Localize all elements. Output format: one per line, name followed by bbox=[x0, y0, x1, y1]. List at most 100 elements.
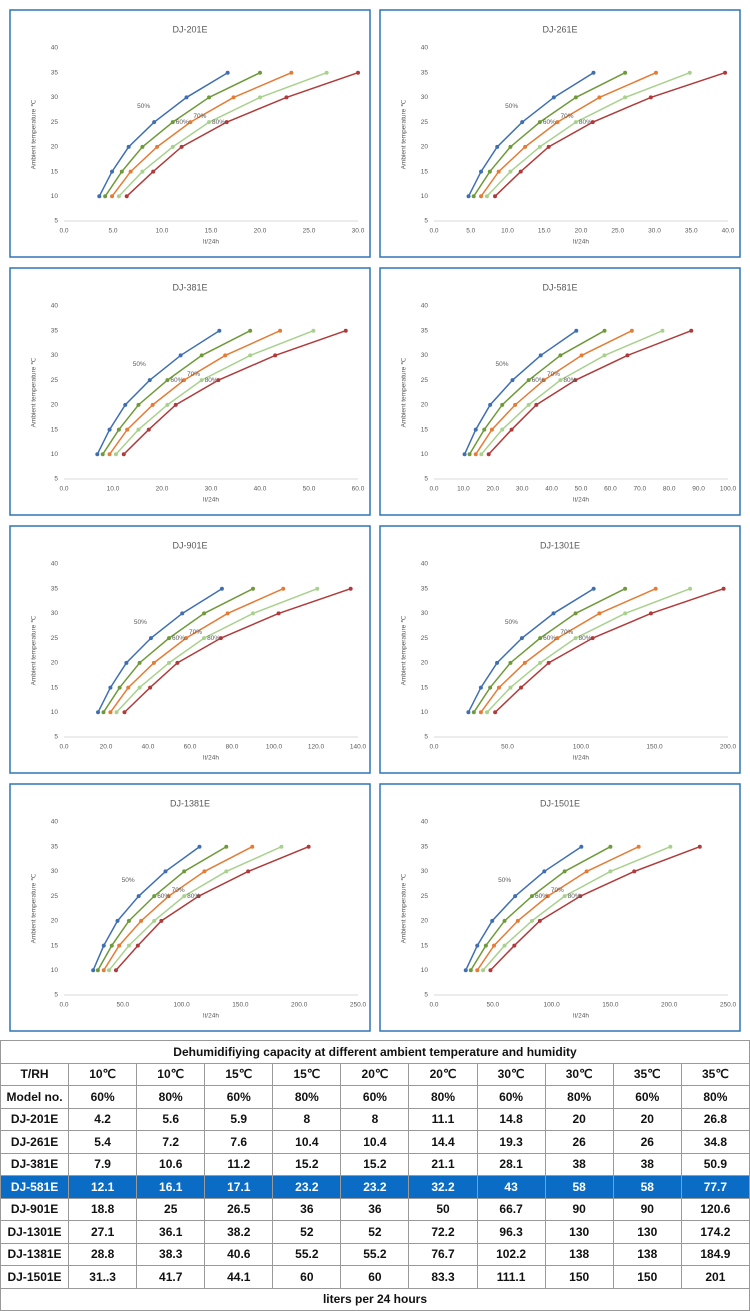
x-tick-label: 100.0 bbox=[543, 1002, 560, 1009]
data-point bbox=[573, 120, 578, 125]
chart-title: DJ-1381E bbox=[170, 798, 210, 808]
series-line bbox=[103, 846, 253, 971]
series-line bbox=[115, 588, 318, 713]
cell: 120.6 bbox=[680, 1197, 750, 1221]
data-point bbox=[281, 586, 286, 591]
chart-title: DJ-201E bbox=[172, 24, 207, 34]
annotation: 70% bbox=[560, 629, 573, 636]
data-point bbox=[518, 169, 523, 174]
data-point bbox=[136, 402, 141, 407]
y-tick-label: 20 bbox=[421, 144, 429, 151]
data-point bbox=[101, 943, 106, 948]
x-tick-label: 35.0 bbox=[685, 228, 698, 235]
y-tick-label: 40 bbox=[51, 45, 59, 52]
data-point bbox=[660, 328, 665, 333]
data-point bbox=[688, 586, 693, 591]
header-row: T/RH 10℃ 10℃ 15℃ 15℃ 20℃ 20℃ 30℃ 30℃ 35℃ 35℃ bbox=[0, 1062, 750, 1086]
data-point bbox=[602, 328, 607, 333]
x-tick-label: 250.0 bbox=[350, 1002, 367, 1009]
header-cell: T/RH bbox=[0, 1062, 70, 1086]
annotation: 50% bbox=[122, 877, 135, 884]
y-tick-label: 10 bbox=[51, 709, 59, 716]
data-point bbox=[202, 636, 207, 641]
cell: 184.9 bbox=[680, 1242, 750, 1266]
cell: 50 bbox=[408, 1197, 478, 1221]
cell: DJ-1501E bbox=[0, 1265, 70, 1289]
y-tick-label: 40 bbox=[51, 561, 59, 568]
annotation: 80% bbox=[207, 635, 220, 642]
data-point bbox=[479, 452, 484, 457]
header-cell: 60% bbox=[204, 1085, 274, 1109]
cell: 21.1 bbox=[408, 1152, 478, 1176]
data-point bbox=[107, 968, 112, 973]
data-point bbox=[493, 194, 498, 199]
cell: 34.8 bbox=[680, 1130, 750, 1154]
data-point bbox=[573, 636, 578, 641]
data-point bbox=[182, 894, 187, 899]
y-axis-label: Ambient temperature ℃ bbox=[31, 357, 38, 428]
series-line bbox=[494, 72, 726, 197]
x-tick-label: 50.0 bbox=[486, 1002, 499, 1009]
cell: 4.2 bbox=[68, 1107, 138, 1131]
x-axis-label: lt/24h bbox=[573, 755, 589, 762]
cell: 15.2 bbox=[272, 1152, 342, 1176]
y-tick-label: 30 bbox=[51, 94, 59, 101]
x-tick-label: 100.0 bbox=[720, 486, 737, 493]
data-point bbox=[538, 353, 543, 358]
data-point bbox=[101, 710, 106, 715]
cell: 138 bbox=[544, 1242, 614, 1266]
annotation: 70% bbox=[172, 887, 185, 894]
x-axis-label: lt/24h bbox=[203, 497, 219, 504]
cell: 26.5 bbox=[204, 1197, 274, 1221]
data-point bbox=[471, 710, 476, 715]
y-tick-label: 25 bbox=[421, 377, 429, 384]
cell: 36.1 bbox=[136, 1220, 206, 1244]
annotation: 60% bbox=[176, 119, 189, 126]
x-tick-label: 0.0 bbox=[59, 1002, 68, 1009]
x-axis-label: lt/24h bbox=[573, 1013, 589, 1020]
data-point bbox=[519, 685, 524, 690]
y-tick-label: 20 bbox=[51, 660, 59, 667]
series-line bbox=[102, 330, 251, 455]
y-tick-label: 40 bbox=[51, 303, 59, 310]
cell: 90 bbox=[612, 1197, 682, 1221]
y-tick-label: 35 bbox=[51, 843, 59, 850]
y-tick-label: 5 bbox=[54, 476, 58, 483]
y-axis-label: Ambient temperature ℃ bbox=[401, 357, 408, 428]
data-point bbox=[278, 328, 283, 333]
x-tick-label: 150.0 bbox=[232, 1002, 249, 1009]
header-cell: 10℃ bbox=[68, 1062, 138, 1086]
data-point bbox=[166, 894, 171, 899]
y-tick-label: 5 bbox=[54, 734, 58, 741]
data-point bbox=[529, 918, 534, 923]
x-tick-label: 20.0 bbox=[100, 744, 113, 751]
data-point bbox=[513, 402, 518, 407]
y-tick-label: 5 bbox=[424, 218, 428, 225]
cell: 50.9 bbox=[680, 1152, 750, 1176]
data-point bbox=[591, 70, 596, 75]
cell: 38.2 bbox=[204, 1220, 274, 1244]
y-tick-label: 30 bbox=[421, 610, 429, 617]
data-point bbox=[538, 636, 543, 641]
series-line bbox=[480, 72, 657, 197]
y-axis-label: Ambient temperature ℃ bbox=[401, 615, 408, 686]
data-point bbox=[519, 636, 524, 641]
data-point bbox=[526, 402, 531, 407]
annotation: 60% bbox=[170, 377, 183, 384]
data-point bbox=[489, 427, 494, 432]
data-point bbox=[623, 611, 628, 616]
data-point bbox=[108, 710, 113, 715]
data-point bbox=[137, 660, 142, 665]
y-tick-label: 35 bbox=[421, 69, 429, 76]
data-point bbox=[542, 869, 547, 874]
data-point bbox=[159, 918, 164, 923]
x-tick-label: 60.0 bbox=[184, 744, 197, 751]
header-cell: 15℃ bbox=[272, 1062, 342, 1086]
data-point bbox=[197, 844, 202, 849]
cell: 10.4 bbox=[272, 1130, 342, 1154]
x-tick-label: 20.0 bbox=[254, 228, 267, 235]
header-cell: 30℃ bbox=[476, 1062, 546, 1086]
x-tick-label: 100.0 bbox=[573, 744, 590, 751]
data-point bbox=[246, 869, 251, 874]
data-point bbox=[537, 144, 542, 149]
